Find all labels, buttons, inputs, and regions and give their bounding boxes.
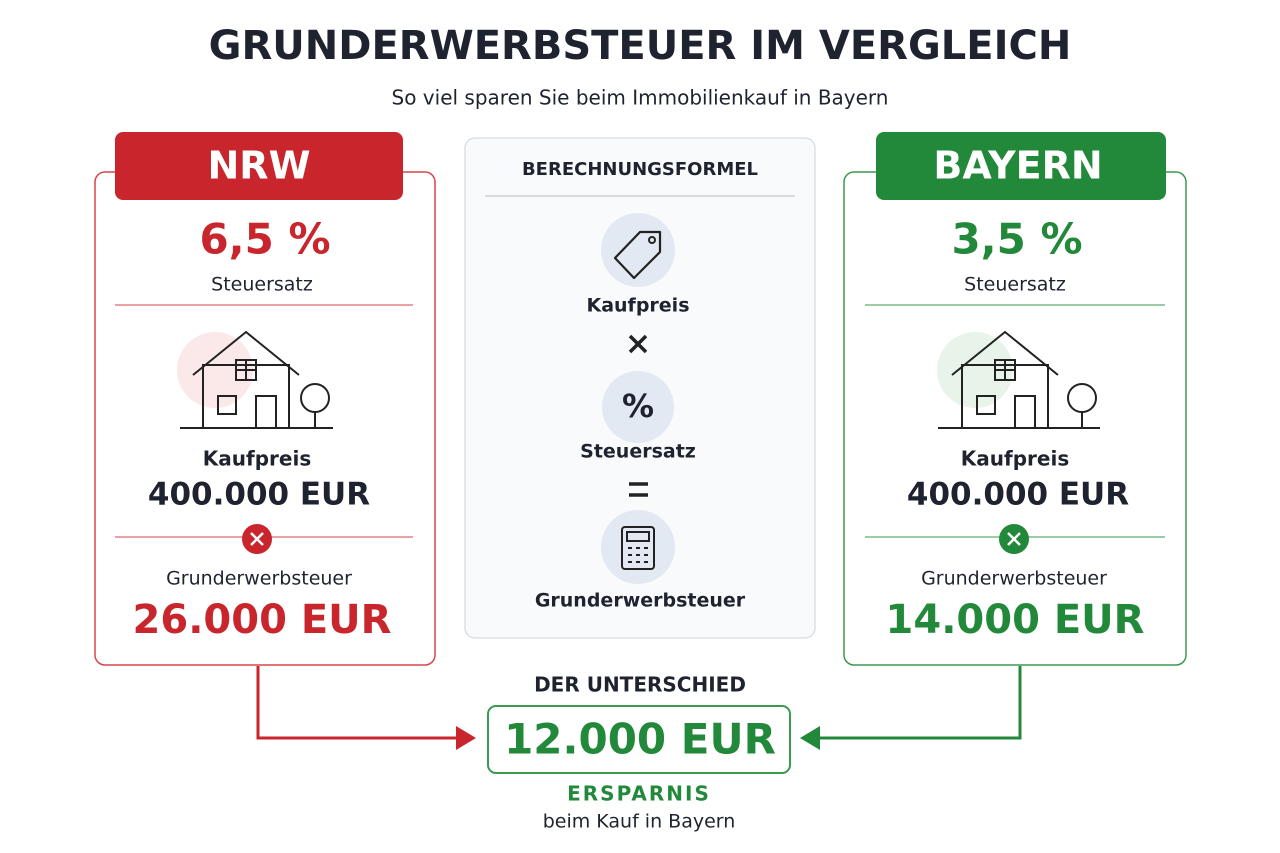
tax-label: Grunderwerbsteuer	[921, 568, 1107, 590]
title: GRUNDERWERBSTEUER IM VERGLEICH	[209, 23, 1072, 69]
result-amount: 12.000 EUR	[504, 715, 776, 764]
cross-icon	[242, 524, 272, 554]
green-arrow	[818, 666, 1022, 740]
formula-heading: BERECHNUNGSFORMEL	[522, 159, 758, 180]
calculator-icon	[601, 510, 675, 584]
green-arrowhead	[800, 726, 820, 750]
subtitle: So viel sparen Sie beim Immobilienkauf i…	[392, 86, 889, 110]
card-label: NRW	[208, 144, 311, 188]
percent-symbol: %	[622, 387, 654, 425]
house-icon	[177, 330, 333, 429]
price: 400.000 EUR	[148, 477, 370, 513]
tag-icon	[601, 213, 675, 287]
price-label: Kaufpreis	[961, 447, 1069, 471]
red-arrowhead	[456, 726, 476, 750]
rate: 6,5 %	[199, 215, 330, 264]
card-tab	[115, 132, 403, 200]
house-icon	[937, 330, 1100, 429]
nrw-card: NRW 6,5 % Steuersatz Kaufpreis 400.000 E…	[94, 132, 436, 666]
price-label: Kaufpreis	[203, 447, 311, 471]
result-heading: DER UNTERSCHIED	[534, 673, 746, 697]
rate: 3,5 %	[951, 215, 1082, 264]
percent-circle	[602, 371, 674, 443]
tax-label: Grunderwerbsteuer	[166, 568, 352, 590]
rate-label: Steuersatz	[211, 274, 313, 296]
rate-label: Steuersatz	[964, 274, 1066, 296]
formula-step: Grunderwerbsteuer	[535, 590, 746, 612]
card-tab	[876, 132, 1166, 200]
result-box	[487, 705, 791, 774]
tax: 26.000 EUR	[133, 597, 392, 643]
red-arrow	[256, 666, 458, 740]
price: 400.000 EUR	[907, 477, 1129, 513]
card-label: BAYERN	[933, 144, 1102, 188]
formula-step: Kaufpreis	[586, 295, 689, 317]
tax: 14.000 EUR	[886, 597, 1145, 643]
formula-step: Steuersatz	[580, 441, 696, 463]
bayern-card: BAYERN 3,5 % Steuersatz Kaufpreis 400.00…	[843, 132, 1187, 666]
result-sublabel: beim Kauf in Bayern	[543, 811, 736, 833]
check-icon	[999, 524, 1029, 554]
equals-sign	[629, 482, 648, 497]
formula-card: BERECHNUNGSFORMEL Kaufpreis % Steuersatz…	[464, 137, 816, 639]
result-label: ERSPARNIS	[567, 782, 711, 806]
multiply-sign	[628, 334, 648, 354]
